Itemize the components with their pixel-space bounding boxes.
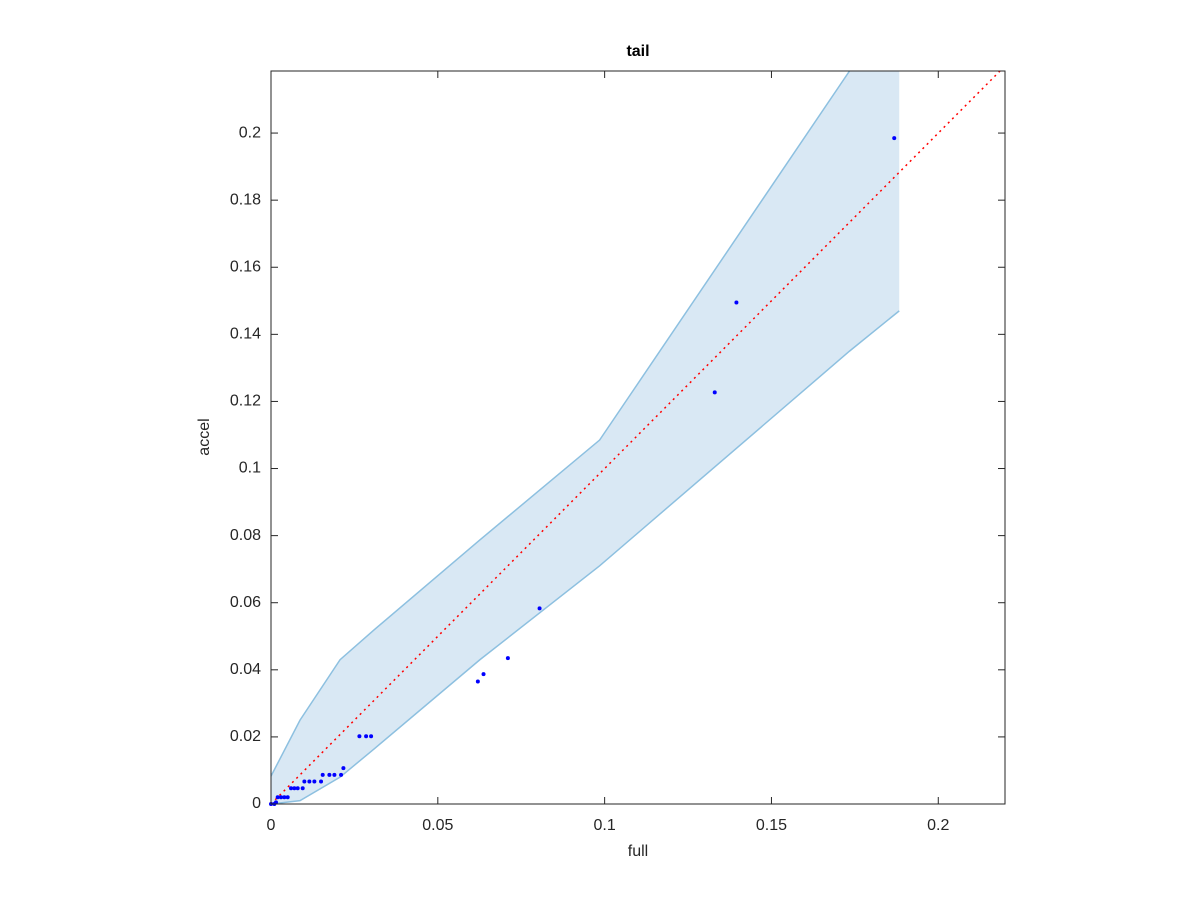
y-tick-label: 0.16 bbox=[230, 258, 261, 275]
data-point bbox=[327, 772, 332, 777]
x-axis-label: full bbox=[628, 843, 648, 860]
x-tick-label: 0.15 bbox=[756, 817, 787, 834]
y-tick-label: 0.08 bbox=[230, 527, 261, 544]
data-point bbox=[734, 300, 739, 305]
y-axis-label: accel bbox=[196, 418, 213, 455]
data-point bbox=[320, 772, 325, 777]
data-point bbox=[292, 786, 297, 791]
data-point bbox=[364, 734, 369, 739]
data-point bbox=[300, 786, 305, 791]
data-point bbox=[319, 779, 324, 784]
data-point bbox=[307, 779, 312, 784]
data-point bbox=[339, 772, 344, 777]
x-tick-label: 0.1 bbox=[594, 817, 616, 834]
data-point bbox=[357, 734, 362, 739]
data-point bbox=[282, 795, 287, 800]
x-tick-label: 0.05 bbox=[422, 817, 453, 834]
data-point bbox=[481, 672, 486, 677]
data-point bbox=[341, 766, 346, 771]
data-point bbox=[285, 795, 290, 800]
y-tick-label: 0.06 bbox=[230, 594, 261, 611]
y-tick-label: 0.12 bbox=[230, 393, 261, 410]
y-tick-label: 0.18 bbox=[230, 191, 261, 208]
data-point bbox=[537, 606, 542, 611]
y-tick-label: 0.14 bbox=[230, 326, 261, 343]
y-tick-label: 0.02 bbox=[230, 728, 261, 745]
y-tick-label: 0.04 bbox=[230, 661, 261, 678]
y-tick-label: 0.1 bbox=[239, 460, 261, 477]
data-point bbox=[275, 795, 280, 800]
y-tick-label: 0.2 bbox=[239, 124, 261, 141]
data-point bbox=[505, 656, 510, 661]
chart-title: tail bbox=[626, 43, 649, 60]
band-upper-edge bbox=[271, 71, 851, 777]
y-tick-label: 0 bbox=[252, 795, 261, 812]
data-point bbox=[369, 734, 374, 739]
data-point bbox=[475, 679, 480, 684]
confidence-band bbox=[271, 71, 900, 804]
data-point bbox=[279, 795, 284, 800]
axes-box bbox=[270, 70, 1006, 805]
data-point bbox=[712, 390, 717, 395]
data-point bbox=[302, 779, 307, 784]
x-tick-label: 0 bbox=[267, 817, 276, 834]
data-point bbox=[312, 779, 317, 784]
x-tick-label: 0.2 bbox=[927, 817, 949, 834]
data-point bbox=[892, 136, 897, 141]
band-lower-edge bbox=[271, 310, 900, 804]
data-point bbox=[332, 772, 337, 777]
data-point bbox=[295, 786, 300, 791]
data-point bbox=[289, 786, 294, 791]
plot-area bbox=[271, 71, 1002, 804]
